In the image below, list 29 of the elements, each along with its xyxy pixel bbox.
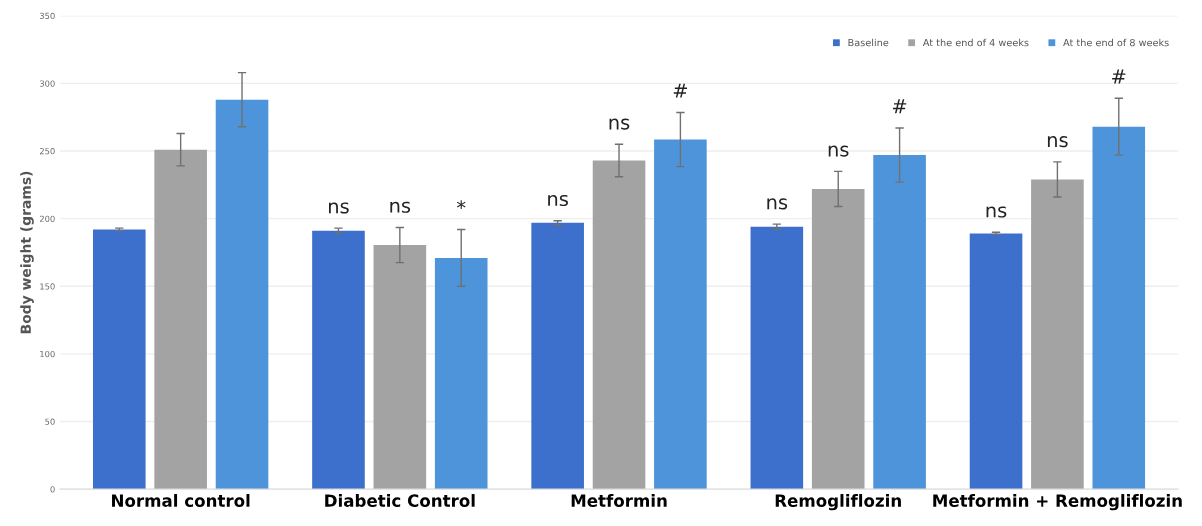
data-label: # bbox=[1112, 69, 1126, 84]
y-axis-title: Body weight (grams) bbox=[20, 171, 34, 334]
y-tick-label: 50 bbox=[45, 418, 55, 425]
legend-label: At the end of 4 weeks bbox=[922, 38, 1029, 47]
data-label: ns bbox=[986, 206, 1007, 218]
y-tick-label: 150 bbox=[40, 283, 55, 290]
data-label: ns bbox=[1047, 136, 1068, 148]
y-tick-label: 200 bbox=[39, 215, 55, 222]
data-label: ns bbox=[828, 145, 849, 157]
y-tick-label: 350 bbox=[39, 12, 55, 20]
data-label: # bbox=[892, 99, 907, 114]
x-tick-label: Diabetic Control bbox=[325, 494, 475, 507]
x-tick-label: Normal control bbox=[112, 494, 250, 507]
data-label: # bbox=[673, 83, 688, 98]
x-tick-label: Remogliflozin bbox=[775, 494, 901, 511]
data-label: ns bbox=[548, 194, 568, 207]
x-tick-label: Metformin bbox=[571, 494, 667, 507]
data-label: ns bbox=[329, 202, 349, 214]
x-tick-label: Metformin + Remogliflozin bbox=[933, 494, 1182, 511]
legend-label: At the end of 8 weeks bbox=[1063, 38, 1169, 47]
data-label: ns bbox=[609, 118, 630, 130]
y-tick-label: 250 bbox=[39, 148, 55, 155]
y-tick-label: 0 bbox=[50, 486, 55, 493]
data-label: * bbox=[456, 200, 466, 210]
data-label: ns bbox=[390, 201, 411, 213]
legend-label: Baseline bbox=[848, 38, 889, 47]
data-label: ns bbox=[767, 198, 788, 210]
y-tick-label: 300 bbox=[39, 80, 55, 87]
y-tick-label: 100 bbox=[40, 350, 55, 358]
